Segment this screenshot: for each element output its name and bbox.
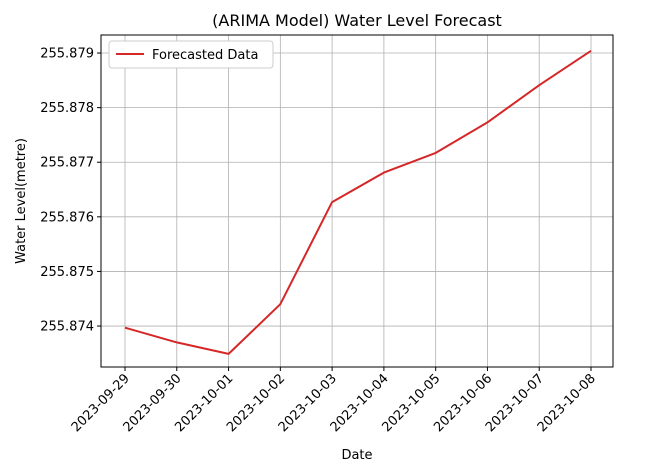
- y-tick-label: 255.874: [40, 320, 94, 335]
- chart-title: (ARIMA Model) Water Level Forecast: [212, 11, 502, 30]
- legend-box: [108, 40, 274, 69]
- y-tick-label: 255.877: [40, 156, 94, 171]
- y-tick-label: 255.875: [40, 265, 94, 280]
- series-layer: [124, 49, 592, 355]
- y-tick-label: 255.876: [40, 210, 94, 225]
- series-line: [124, 49, 592, 355]
- x-axis-label: Date: [341, 448, 372, 463]
- y-tick-label: 255.878: [40, 101, 94, 116]
- y-axis-label: Water Level(metre): [14, 138, 29, 264]
- y-tick-label: 255.879: [40, 47, 94, 62]
- legend-label: Forecasted Data: [152, 48, 258, 63]
- y-axis: 255.874 255.875 255.876 255.877 255.878 255.8…: [40, 47, 101, 335]
- plot-frame: [100, 34, 614, 368]
- legend: Forecasted Data: [108, 40, 274, 69]
